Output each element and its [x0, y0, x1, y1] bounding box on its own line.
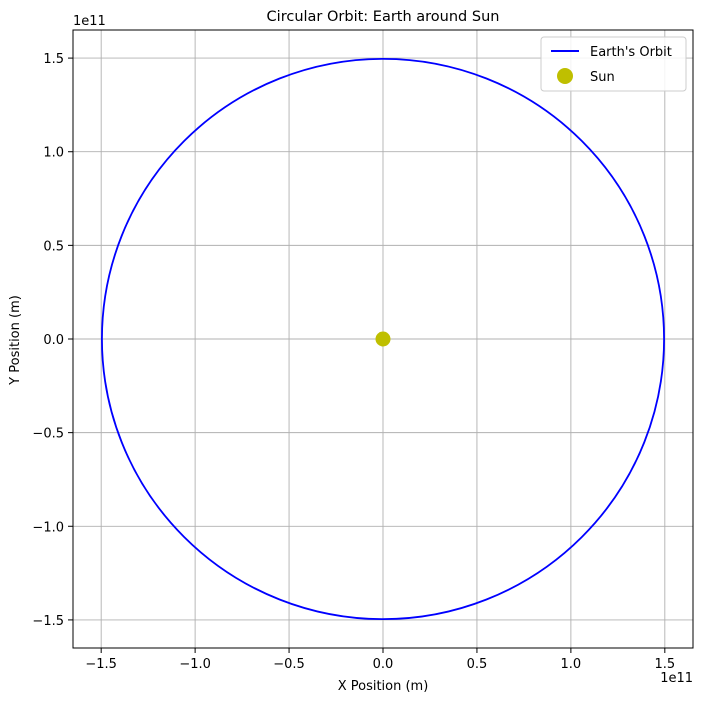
x-tick-label: −0.5 [273, 657, 305, 672]
x-axis-offset-label: 1e11 [660, 671, 693, 686]
x-tick-label: 0.5 [467, 657, 488, 672]
x-tick-label: 1.5 [654, 657, 675, 672]
sun-point [375, 331, 391, 347]
y-tick-label: 1.5 [43, 52, 64, 67]
y-tick-label: 1.0 [43, 146, 64, 161]
y-tick-label: −1.5 [32, 614, 64, 629]
legend-sun-swatch [557, 68, 573, 84]
axis-ticks: −1.5 −1.0 −0.5 0.0 0.5 1.0 1.5 −1.5 −1.0 −0.5 0.0 0… [32, 52, 675, 672]
x-tick-label: 0.0 [373, 657, 394, 672]
x-tick-label: −1.0 [179, 657, 211, 672]
y-axis-label: Y Position (m) [8, 295, 23, 386]
earth-orbit-line [101, 57, 665, 621]
y-tick-label: 0.0 [43, 333, 64, 348]
plot-series [101, 57, 665, 621]
legend-orbit-label: Earth's Orbit [590, 45, 672, 60]
y-tick-label: −0.5 [32, 427, 64, 442]
y-tick-label: −1.0 [32, 520, 64, 535]
x-axis-label: X Position (m) [338, 679, 429, 694]
x-tick-label: −1.5 [85, 657, 117, 672]
y-axis-offset-label: 1e11 [73, 14, 106, 29]
x-tick-label: 1.0 [561, 657, 582, 672]
legend-sun-label: Sun [590, 70, 615, 85]
y-tick-label: 0.5 [43, 239, 64, 254]
legend: Earth's Orbit Sun [540, 36, 687, 92]
chart-title: Circular Orbit: Earth around Sun [267, 9, 500, 25]
